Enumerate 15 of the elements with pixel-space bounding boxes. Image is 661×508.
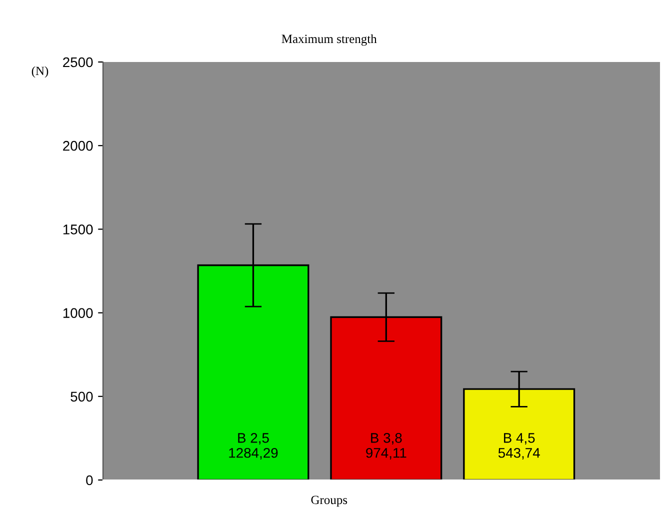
data-label: 974,11 bbox=[366, 448, 406, 460]
x-tick-label: B 3,8 bbox=[371, 433, 402, 444]
y-tick-label: 1000 bbox=[63, 308, 93, 318]
y-tick-label: 500 bbox=[70, 392, 93, 402]
chart-title: Maximum strength bbox=[282, 34, 377, 46]
x-axis-title: Groups bbox=[311, 496, 348, 507]
y-axis-title: (N) bbox=[32, 66, 48, 78]
y-tick-label: 2000 bbox=[63, 140, 93, 151]
y-tick-label: 0 bbox=[86, 475, 93, 486]
x-tick-label: B 2,5 bbox=[238, 433, 269, 444]
y-tick-label: 1500 bbox=[63, 224, 93, 234]
data-label: 1284,29 bbox=[229, 448, 278, 460]
x-tick-label: B 4,5 bbox=[504, 433, 535, 444]
y-tick-label: 2500 bbox=[63, 57, 93, 68]
data-label: 543,74 bbox=[498, 448, 540, 460]
